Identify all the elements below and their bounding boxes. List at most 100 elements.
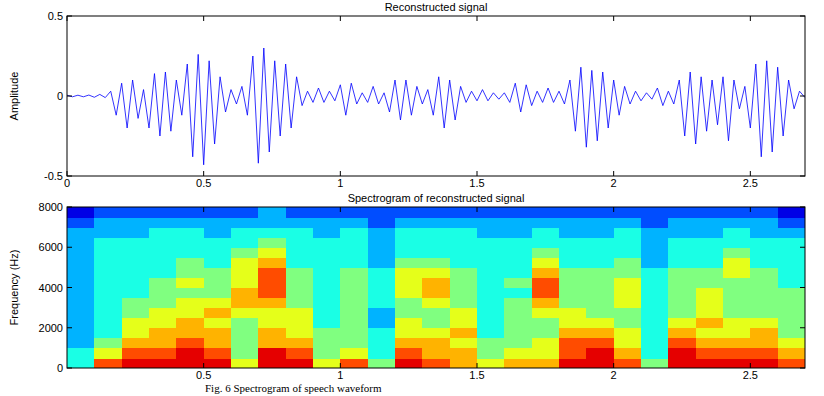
- heat-cell: [450, 318, 478, 329]
- heat-cell: [614, 217, 642, 228]
- chart-title: Spectrogram of reconstructed signal: [348, 192, 525, 204]
- heat-cell: [750, 358, 778, 368]
- heat-cell: [176, 237, 204, 248]
- y-tick-label: 6000: [39, 241, 63, 253]
- heat-cell: [286, 328, 314, 339]
- heat-cell: [340, 227, 368, 238]
- heat-cell: [586, 358, 614, 368]
- heat-cell: [340, 247, 368, 258]
- heat-cell: [477, 328, 505, 339]
- heat-cell: [532, 227, 560, 238]
- heat-cell: [778, 358, 805, 368]
- heat-cell: [313, 328, 341, 339]
- heat-cell: [450, 217, 478, 228]
- heat-cell: [368, 207, 396, 218]
- heat-cell: [532, 277, 560, 288]
- heat-cell: [231, 217, 259, 228]
- heat-cell: [614, 348, 642, 359]
- heat-cell: [340, 348, 368, 359]
- y-tick-label: 8000: [39, 201, 63, 213]
- heat-cell: [559, 298, 587, 309]
- heat-cell: [750, 217, 778, 228]
- heat-cell: [313, 207, 341, 218]
- heat-cell: [641, 358, 669, 368]
- heat-cell: [504, 318, 532, 329]
- x-tick-label: 1.5: [469, 177, 484, 189]
- heat-cell: [477, 277, 505, 288]
- heat-cell: [450, 288, 478, 299]
- heat-cell: [641, 207, 669, 218]
- heat-cell: [586, 318, 614, 329]
- heat-cell: [286, 348, 314, 359]
- heat-cell: [204, 308, 232, 319]
- heat-cell: [231, 288, 259, 299]
- heat-cell: [668, 298, 696, 309]
- heat-cell: [586, 338, 614, 349]
- x-tick-label: 2: [611, 177, 617, 189]
- heat-cell: [368, 298, 396, 309]
- heat-cell: [286, 338, 314, 349]
- heat-cell: [176, 207, 204, 218]
- heat-cell: [204, 298, 232, 309]
- heat-cell: [395, 217, 423, 228]
- heat-cell: [614, 227, 642, 238]
- heat-cell: [532, 358, 560, 368]
- heat-cell: [778, 288, 805, 299]
- heat-cell: [450, 247, 478, 258]
- heat-cell: [750, 328, 778, 339]
- heat-cell: [176, 257, 204, 268]
- heat-cell: [559, 288, 587, 299]
- heat-cell: [94, 227, 122, 238]
- heat-cell: [778, 298, 805, 309]
- heat-cell: [67, 298, 95, 309]
- heat-cell: [313, 217, 341, 228]
- heat-cell: [504, 207, 532, 218]
- heat-cell: [94, 338, 122, 349]
- y-tick: [800, 287, 805, 288]
- heat-cell: [340, 298, 368, 309]
- y-tick-label: 0: [57, 362, 63, 374]
- heat-cell: [750, 288, 778, 299]
- heat-cell: [532, 247, 560, 258]
- heat-cell: [395, 358, 423, 368]
- heat-cell: [723, 318, 751, 329]
- heat-cell: [559, 277, 587, 288]
- heat-cell: [176, 338, 204, 349]
- x-tick: [750, 207, 751, 212]
- heat-cell: [395, 328, 423, 339]
- heat-cell: [477, 318, 505, 329]
- heat-cell: [696, 227, 724, 238]
- heat-cell: [258, 217, 286, 228]
- heat-cell: [94, 217, 122, 228]
- heat-cell: [477, 207, 505, 218]
- heat-cell: [532, 308, 560, 319]
- heat-cell: [231, 308, 259, 319]
- heat-cell: [696, 328, 724, 339]
- heat-cell: [340, 308, 368, 319]
- heat-cell: [231, 277, 259, 288]
- x-tick: [613, 363, 614, 368]
- heat-cell: [614, 207, 642, 218]
- plot-area: [67, 16, 805, 176]
- x-tick: [477, 207, 478, 212]
- heat-cell: [258, 348, 286, 359]
- heat-cell: [778, 277, 805, 288]
- heat-cell: [313, 338, 341, 349]
- heat-cell: [668, 328, 696, 339]
- x-tick-label: 0: [64, 177, 70, 189]
- heat-cell: [477, 227, 505, 238]
- heat-cell: [176, 328, 204, 339]
- heat-cell: [723, 338, 751, 349]
- heat-cell: [450, 308, 478, 319]
- heat-cell: [668, 257, 696, 268]
- heat-cell: [258, 338, 286, 349]
- heat-cell: [532, 267, 560, 278]
- y-axis-label: Amplitude: [8, 72, 20, 121]
- heat-cell: [231, 227, 259, 238]
- heat-cell: [723, 207, 751, 218]
- heat-cell: [504, 328, 532, 339]
- heat-cell: [286, 277, 314, 288]
- heat-cell: [122, 217, 150, 228]
- y-tick: [67, 287, 72, 288]
- heat-cell: [149, 267, 177, 278]
